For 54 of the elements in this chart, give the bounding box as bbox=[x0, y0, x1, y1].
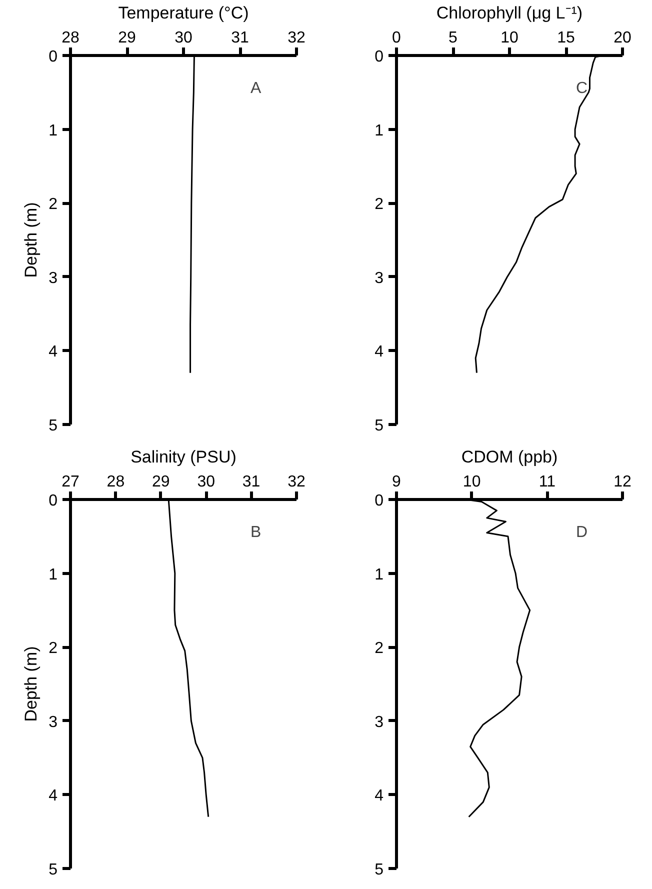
annotation: C bbox=[576, 80, 588, 98]
y-tick-label: 3 bbox=[374, 270, 384, 287]
x-tick-label: 31 bbox=[242, 474, 260, 490]
x-axis-title: Chlorophyll (μg L⁻¹) bbox=[436, 4, 583, 22]
x-tick-label: 29 bbox=[118, 30, 136, 46]
y-tick-label: 2 bbox=[374, 640, 384, 658]
y-tick-label: 1 bbox=[48, 122, 58, 140]
x-tick-label: 15 bbox=[557, 30, 575, 46]
x-tick-label: 32 bbox=[288, 474, 306, 490]
x-tick-label: 29 bbox=[152, 474, 170, 490]
x-tick-label: 5 bbox=[448, 30, 458, 46]
y-tick-label: 5 bbox=[374, 418, 384, 434]
annotation: D bbox=[576, 524, 588, 542]
y-tick-label: 4 bbox=[374, 788, 384, 805]
y-tick-label: 5 bbox=[48, 418, 58, 434]
x-tick-label: 10 bbox=[500, 30, 518, 46]
x-tick-label: 30 bbox=[174, 30, 192, 46]
x-tick-label: 28 bbox=[106, 474, 125, 490]
y-tick-label: 0 bbox=[374, 492, 384, 510]
y-tick-label: 5 bbox=[374, 862, 384, 878]
y-tick-label: 2 bbox=[48, 196, 58, 214]
x-tick-label: 11 bbox=[538, 474, 556, 490]
y-tick-label: 3 bbox=[48, 270, 58, 287]
x-tick-label: 9 bbox=[392, 474, 402, 490]
y-tick-label: 2 bbox=[48, 640, 58, 658]
x-tick-label: 0 bbox=[392, 30, 402, 46]
y-tick-label: 4 bbox=[48, 344, 58, 361]
x-tick-label: 27 bbox=[62, 474, 80, 490]
annotation: A bbox=[250, 80, 262, 98]
x-tick-label: 20 bbox=[614, 30, 632, 46]
x-tick-label: 32 bbox=[288, 30, 306, 46]
annotation: B bbox=[250, 524, 262, 542]
x-tick-label: 31 bbox=[231, 30, 249, 46]
y-tick-label: 0 bbox=[48, 492, 58, 510]
y-tick-label: 3 bbox=[48, 714, 58, 731]
y-tick-label: 1 bbox=[48, 566, 58, 584]
y-tick-label: 1 bbox=[374, 566, 384, 584]
y-tick-label: 5 bbox=[48, 862, 58, 878]
x-axis-title: Salinity (PSU) bbox=[130, 448, 236, 466]
x-axis-title: CDOM (ppb) bbox=[461, 448, 558, 466]
x-tick-label: 30 bbox=[197, 474, 216, 490]
y-tick-label: 2 bbox=[374, 196, 384, 214]
y-axis-title: Depth (m) bbox=[22, 646, 41, 722]
y-tick-label: 4 bbox=[48, 788, 58, 805]
x-axis-title: Temperature (°C) bbox=[118, 4, 249, 22]
x-tick-label: 10 bbox=[462, 474, 481, 490]
y-tick-label: 4 bbox=[374, 344, 384, 361]
y-tick-label: 0 bbox=[374, 48, 384, 66]
x-tick-label: 12 bbox=[614, 474, 632, 490]
y-tick-label: 0 bbox=[48, 48, 58, 66]
x-tick-label: 28 bbox=[62, 30, 80, 46]
y-tick-label: 3 bbox=[374, 714, 384, 731]
y-tick-label: 1 bbox=[374, 122, 384, 140]
y-axis-title: Depth (m) bbox=[22, 202, 41, 278]
